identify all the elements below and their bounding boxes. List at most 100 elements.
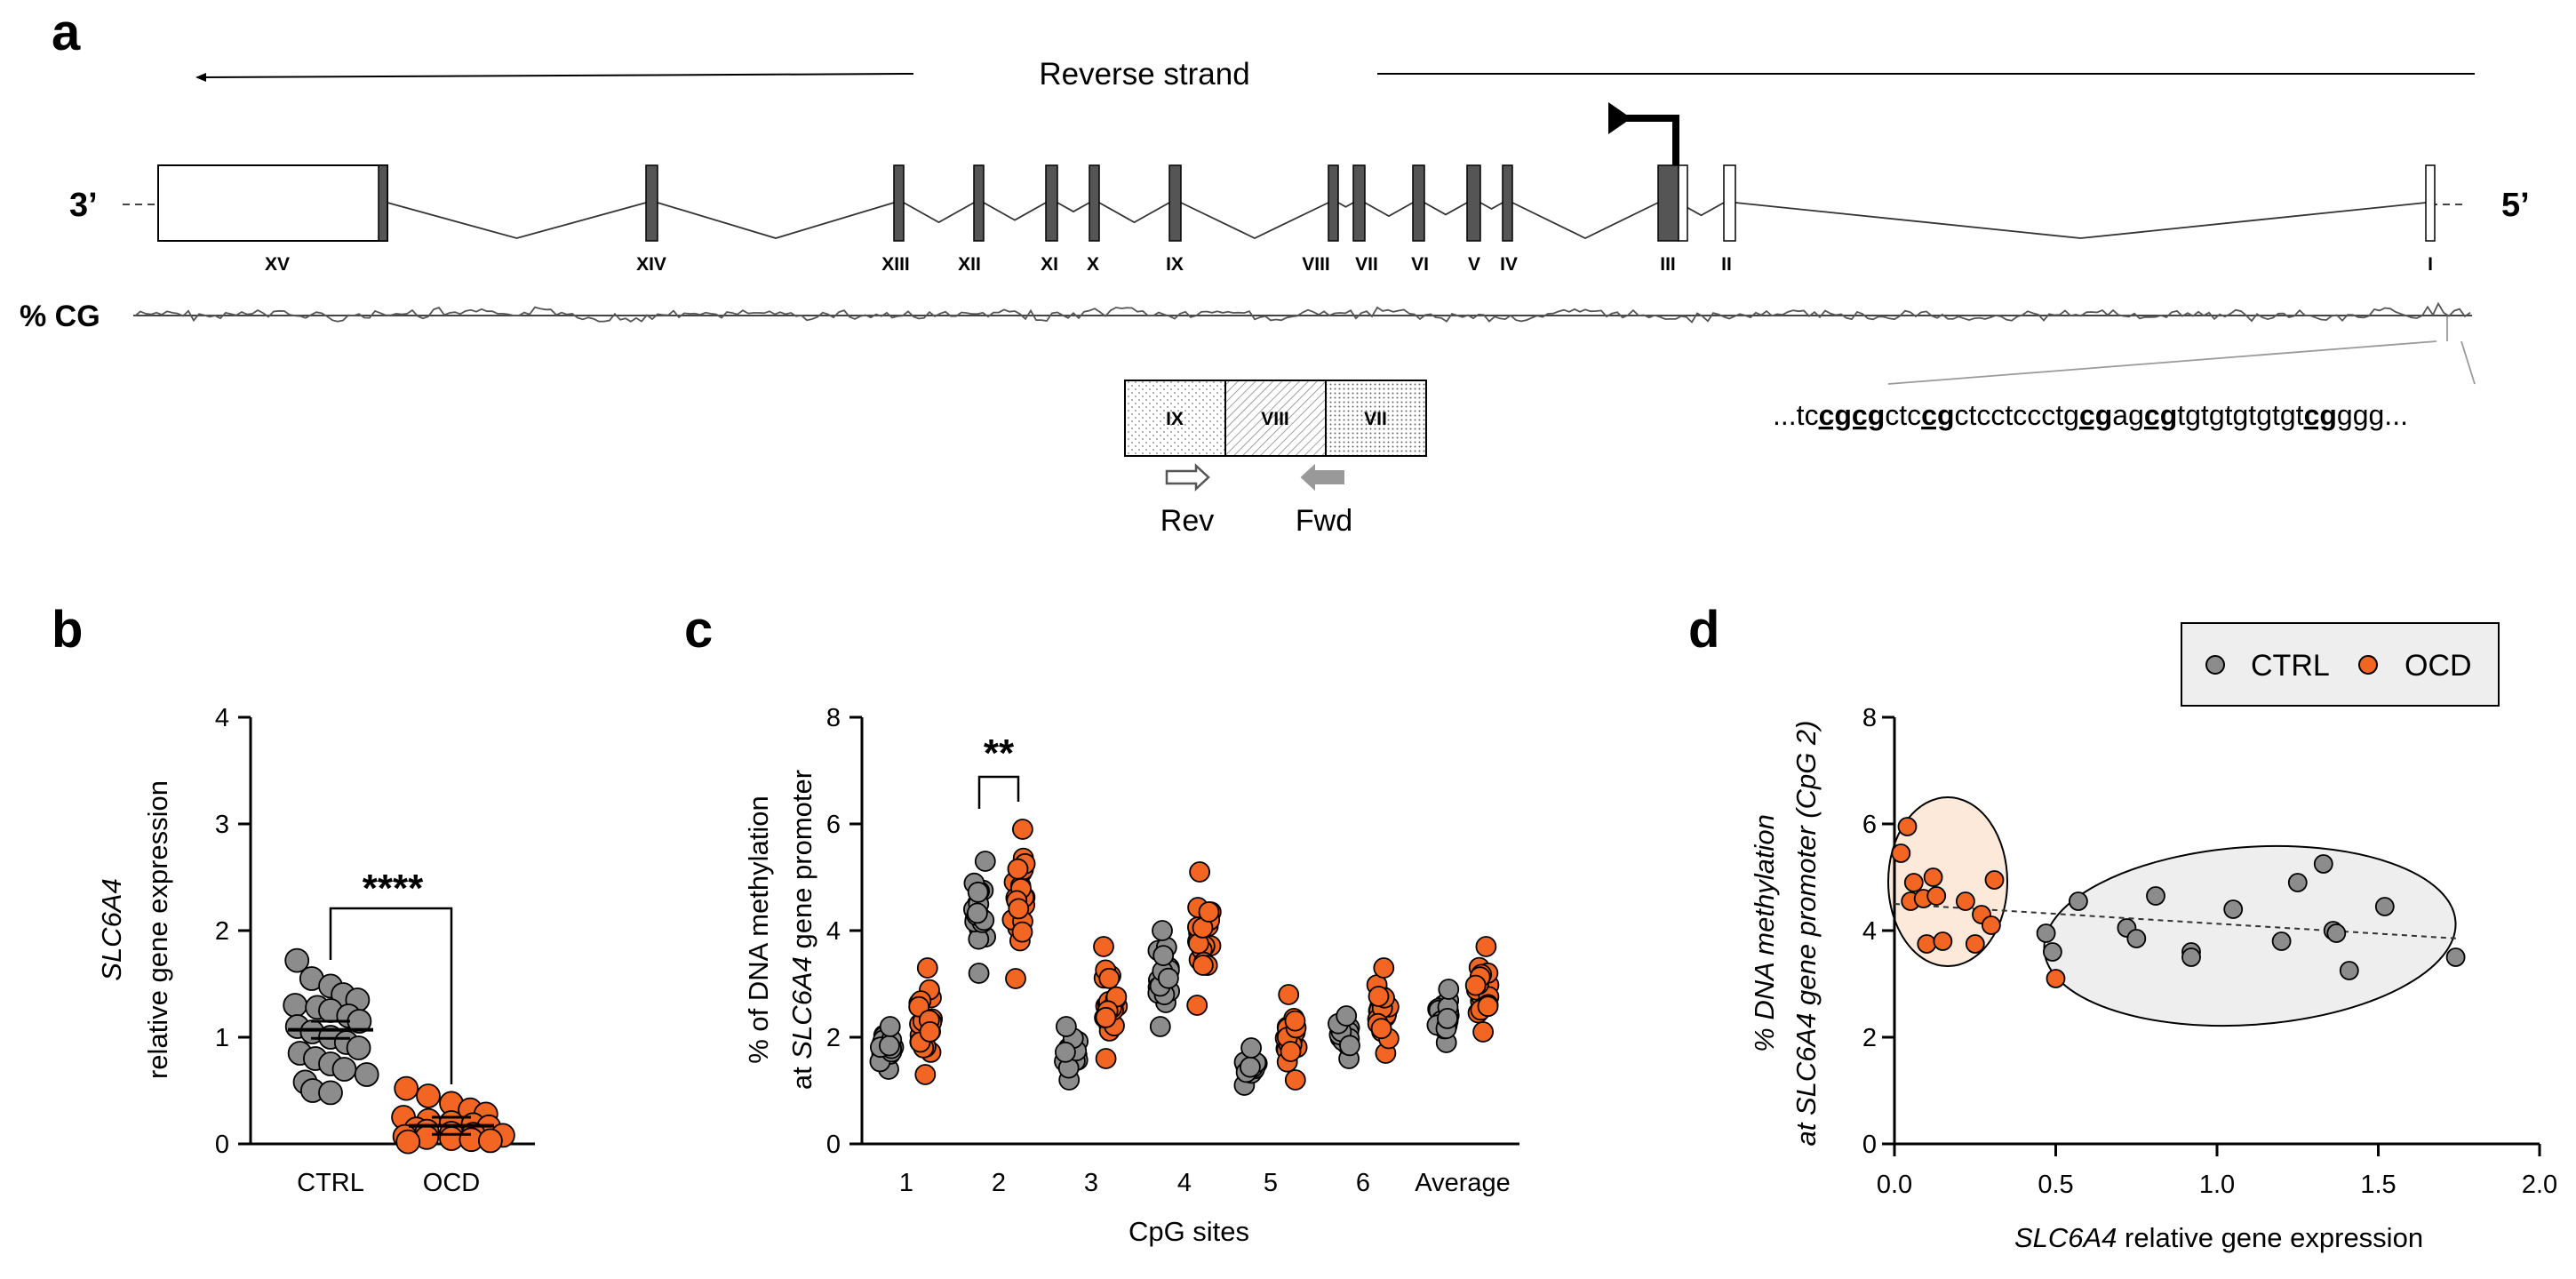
- ocd-point: [1095, 1006, 1117, 1028]
- exon-label: X: [1087, 254, 1099, 275]
- ctrl-point: [354, 1062, 379, 1087]
- exon-box: [2425, 164, 2436, 242]
- panel-b: b 0 1 2 3 4 CTRL OCD **** SLC6A4 relative gene …: [52, 601, 535, 1197]
- cpg-site: cg: [2144, 399, 2177, 431]
- zoom-exon-viii-label: VIII: [1261, 409, 1289, 429]
- tss-arrow-icon: [1608, 102, 1679, 165]
- legend: CTRL OCD: [2181, 622, 2500, 707]
- ctrl-point: [1240, 1037, 1262, 1059]
- x-tick-label: Average: [1415, 1169, 1511, 1197]
- ocd-point: [1955, 891, 1975, 911]
- y-tick-label: 4: [1862, 917, 1877, 946]
- x-tick-label: 4: [1177, 1169, 1192, 1197]
- sequence-segment: ctc: [1885, 399, 1921, 431]
- ctrl-point: [974, 851, 996, 872]
- ocd-point: [1098, 967, 1121, 989]
- cg-track-label: % CG: [20, 300, 100, 333]
- cpg-site: cg: [2304, 399, 2337, 431]
- panel-d-axes: 0 2 4 6 8 0.0 0.5 1.0 1.5 2.0: [1862, 704, 2557, 1199]
- panel-letter-c: c: [684, 601, 713, 659]
- exon-label: XI: [1041, 254, 1058, 275]
- intron-line: [1511, 202, 1659, 240]
- panel-a: a Reverse strand 3’ 5’ XV XIV XIII XII XI X IX…: [20, 4, 2530, 538]
- significance-stars: **: [984, 731, 1015, 775]
- exon-label: VII: [1355, 254, 1378, 275]
- ocd-point: [1012, 819, 1033, 840]
- zoom-exon-vii-label: VII: [1364, 409, 1387, 429]
- intron-line: [387, 202, 647, 239]
- ctrl-point: [879, 1035, 900, 1057]
- exon-box: [1328, 164, 1339, 242]
- ctrl-point: [2181, 947, 2201, 967]
- ctrl-point: [2223, 899, 2244, 919]
- x-tick-label: 2: [992, 1169, 1006, 1197]
- ctrl-point: [968, 963, 990, 984]
- ocd-point: [1917, 934, 1937, 954]
- zoom-exon-ix: [1124, 380, 1226, 457]
- ctrl-point: [967, 881, 989, 903]
- fwd-primer-arrow-icon: [1300, 463, 1344, 492]
- exon-box: [1412, 164, 1425, 242]
- panel-c-axes: 0 2 4 6 8 1 2 3 4 5 6 Average **: [826, 704, 1519, 1197]
- x-tick-label: 1.5: [2360, 1171, 2396, 1199]
- ctrl-point: [1437, 1008, 1458, 1029]
- y-tick-label: 2: [826, 1024, 841, 1052]
- significance-bracket: [977, 775, 1020, 809]
- rev-primer-label: Rev: [1160, 504, 1214, 538]
- legend-ocd-marker: [2358, 655, 2378, 675]
- x-tick-label: 6: [1356, 1169, 1370, 1197]
- exon-box-utr: [1678, 164, 1688, 242]
- ocd-point: [1189, 861, 1210, 883]
- cg-trace: [134, 301, 2471, 324]
- exon-boxes: [157, 164, 2436, 242]
- ctrl-point: [2146, 886, 2165, 906]
- exon-box: [157, 164, 388, 242]
- cpg-site: cgcg: [1819, 399, 1886, 431]
- exon-label: XIII: [881, 254, 910, 275]
- exon-label: XII: [958, 254, 981, 275]
- exon-label: IX: [1166, 254, 1184, 275]
- ctrl-point: [2042, 942, 2062, 962]
- ocd-point: [1011, 921, 1033, 943]
- ctrl-point: [2126, 929, 2147, 948]
- significance-stars: ****: [363, 867, 424, 910]
- ocd-point: [1280, 1041, 1302, 1062]
- ctrl-point: [2445, 947, 2466, 967]
- ctrl-point: [2271, 931, 2292, 951]
- intron-line: [1364, 202, 1414, 218]
- y-tick-label: 6: [1862, 811, 1877, 839]
- panel-c-ylabel2-pre: at: [786, 1059, 817, 1090]
- panel-b-axes: 0 1 2 3 4 CTRL OCD ****: [215, 704, 535, 1197]
- y-tick-label: 8: [826, 704, 841, 732]
- ocd-point: [2046, 969, 2066, 988]
- sequence-segment: ag: [2112, 399, 2144, 431]
- intron-line: [983, 202, 1047, 221]
- panel-c-points: [869, 819, 1500, 1096]
- ocd-point: [478, 1128, 503, 1154]
- ctrl-point: [318, 1080, 343, 1106]
- ocd-point: [394, 1075, 419, 1101]
- promoter-sequence: ...tccgcgctccgctcctccctgcgagcgtgtgtgtgtg…: [1773, 399, 2408, 431]
- ctrl-point: [2339, 961, 2359, 980]
- exon-box: [1502, 164, 1513, 242]
- sequence-segment: ggg...: [2337, 399, 2408, 431]
- ctrl-point: [1149, 1016, 1171, 1037]
- x-tick-label: CTRL: [297, 1169, 364, 1197]
- exon-box: [645, 164, 658, 242]
- ocd-point: [919, 1021, 941, 1043]
- ctrl-point: [2326, 923, 2347, 943]
- exon-label: VI: [1411, 254, 1429, 275]
- strand-arrow-left: [195, 72, 914, 82]
- ocd-point: [1897, 817, 1918, 836]
- panel-letter-b: b: [52, 601, 83, 659]
- ctrl-point: [346, 1035, 371, 1060]
- zoom-line-left: [1887, 340, 2437, 385]
- panel-letter-d: d: [1688, 601, 1719, 659]
- x-tick-label: 1.0: [2199, 1171, 2235, 1199]
- ctrl-point: [1240, 1056, 1261, 1078]
- exon-label: XIV: [636, 254, 666, 275]
- exon-label: III: [1660, 254, 1676, 275]
- ocd-point: [1923, 867, 1943, 887]
- ocd-point: [1984, 870, 2005, 890]
- cpg-site: cg: [2079, 399, 2112, 431]
